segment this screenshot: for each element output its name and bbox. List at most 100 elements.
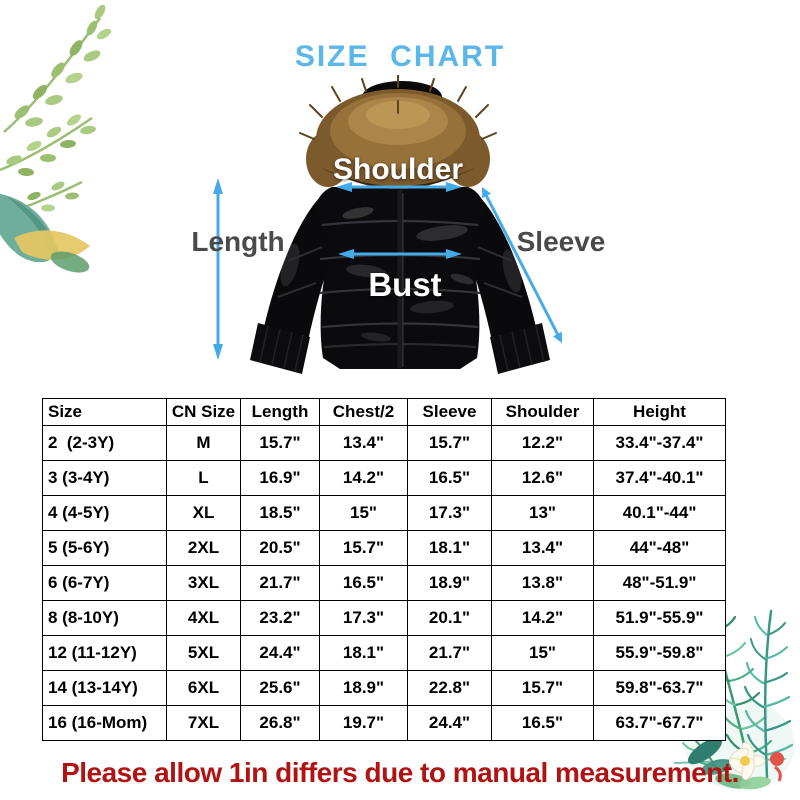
jacket-zipper (397, 190, 404, 368)
column-header: Height (593, 398, 726, 426)
table-cell: 25.6" (240, 670, 320, 706)
table-row: 14 (13-14Y) 6XL 25.6" 18.9" 22.8" 15.7" 59.8"-… (42, 670, 726, 706)
table-cell: 24.4" (240, 635, 320, 671)
jacket-shine (342, 207, 474, 342)
bust-arrow (338, 249, 462, 259)
measurement-disclaimer: Please allow 1in differs due to manual m… (61, 757, 739, 788)
table-cell: 18.5" (240, 495, 320, 531)
jacket-cuffs (250, 323, 550, 374)
table-cell: 37.4"-40.1" (593, 460, 726, 496)
table-cell: 21.7" (407, 635, 492, 671)
column-header: CN Size (166, 398, 241, 426)
watercolor-big-leaves (0, 193, 90, 273)
table-cell: 4 (4-5Y) (42, 495, 167, 531)
flamingo-accent (770, 752, 784, 782)
table-cell: XL (166, 495, 241, 531)
table-cell: 13" (491, 495, 594, 531)
bust-measure-label: Bust (368, 266, 442, 303)
table-cell: 2XL (166, 530, 241, 566)
jacket-arms (264, 195, 536, 341)
table-cell: 12.6" (491, 460, 594, 496)
size-table-body: 2 (2-3Y) M 15.7" 13.4" 15.7" 12.2" 33.4"-37.4"… (42, 425, 726, 741)
table-cell: 16.5" (491, 705, 594, 741)
table-cell: 15.7" (319, 530, 408, 566)
table-cell: 40.1"-44" (593, 495, 726, 531)
table-cell: 17.3" (319, 600, 408, 636)
table-cell: 21.7" (240, 565, 320, 601)
length-measure-label: Length (191, 226, 285, 257)
plumeria-flower (729, 741, 766, 781)
sleeve-arrow (482, 187, 562, 343)
size-table-header-row: Size CN Size Length Chest/2 Sleeve Shoulder He… (42, 398, 726, 426)
table-cell: 12.2" (491, 425, 594, 461)
page-title: SIZE CHART (294, 40, 506, 73)
table-cell: 20.5" (240, 530, 320, 566)
table-cell: 22.8" (407, 670, 492, 706)
table-cell: 14.2" (319, 460, 408, 496)
table-cell: 59.8"-63.7" (593, 670, 726, 706)
sleeve-measure-label: Sleeve (516, 226, 606, 257)
table-cell: 5XL (166, 635, 241, 671)
table-cell: 6XL (166, 670, 241, 706)
table-cell: 13.4" (491, 530, 594, 566)
table-row: 5 (5-6Y) 2XL 20.5" 15.7" 18.1" 13.4" 44"-48" (42, 530, 726, 566)
table-cell: 3 (3-4Y) (42, 460, 167, 496)
table-cell: 17.3" (407, 495, 492, 531)
table-cell: 3XL (166, 565, 241, 601)
table-cell: 24.4" (407, 705, 492, 741)
table-cell: 48"-51.9" (593, 565, 726, 601)
shoulder-measure-label: Shoulder (332, 153, 463, 186)
table-cell: 14.2" (491, 600, 594, 636)
table-row: 6 (6-7Y) 3XL 21.7" 16.5" 18.9" 13.8" 48"-51.9" (42, 565, 726, 601)
table-row: 16 (16-Mom) 7XL 26.8" 19.7" 24.4" 16.5" 63.7"-… (42, 705, 726, 741)
table-row: 8 (8-10Y) 4XL 23.2" 17.3" 20.1" 14.2" 51.9"-55… (42, 600, 726, 636)
table-cell: 15" (491, 635, 594, 671)
table-cell: 7XL (166, 705, 241, 741)
watercolor-foliage-top-left-decoration (0, 4, 112, 273)
length-arrow (213, 178, 223, 360)
column-header: Shoulder (491, 398, 594, 426)
table-cell: 23.2" (240, 600, 320, 636)
table-cell: 18.1" (319, 635, 408, 671)
table-cell: 14 (13-14Y) (42, 670, 167, 706)
table-cell: 4XL (166, 600, 241, 636)
table-cell: 44"-48" (593, 530, 726, 566)
table-cell: 5 (5-6Y) (42, 530, 167, 566)
table-cell: 20.1" (407, 600, 492, 636)
table-cell: 18.1" (407, 530, 492, 566)
table-cell: 12 (11-12Y) (42, 635, 167, 671)
shoulder-arrow (336, 182, 462, 192)
table-cell: 15.7" (240, 425, 320, 461)
table-cell: 16.5" (407, 460, 492, 496)
table-cell: 63.7"-67.7" (593, 705, 726, 741)
leaf-sprig-leaves (5, 4, 112, 224)
column-header: Chest/2 (319, 398, 408, 426)
table-cell: 13.4" (319, 425, 408, 461)
table-cell: 26.8" (240, 705, 320, 741)
table-cell: 51.9"-55.9" (593, 600, 726, 636)
table-cell: 8 (8-10Y) (42, 600, 167, 636)
table-row: 2 (2-3Y) M 15.7" 13.4" 15.7" 12.2" 33.4"-37.4" (42, 425, 726, 461)
table-cell: 33.4"-37.4" (593, 425, 726, 461)
table-cell: 18.9" (319, 670, 408, 706)
table-cell: 6 (6-7Y) (42, 565, 167, 601)
fur-hood (299, 75, 497, 189)
table-row: 12 (11-12Y) 5XL 24.4" 18.1" 21.7" 15" 55.9"-59… (42, 635, 726, 671)
table-cell: 16.9" (240, 460, 320, 496)
table-cell: 15" (319, 495, 408, 531)
puffer-jacket-diagram (213, 75, 562, 374)
table-cell: 16.5" (319, 565, 408, 601)
table-cell: 13.8" (491, 565, 594, 601)
table-row: 3 (3-4Y) L 16.9" 14.2" 16.5" 12.6" 37.4"-40.1" (42, 460, 726, 496)
size-table: Size CN Size Length Chest/2 Sleeve Shoulder He… (42, 398, 726, 741)
table-cell: 15.7" (407, 425, 492, 461)
table-row: 4 (4-5Y) XL 18.5" 15" 17.3" 13" 40.1"-44" (42, 495, 726, 531)
table-cell: 55.9"-59.8" (593, 635, 726, 671)
table-cell: M (166, 425, 241, 461)
column-header: Sleeve (407, 398, 492, 426)
table-cell: 15.7" (491, 670, 594, 706)
table-cell: 19.7" (319, 705, 408, 741)
column-header: Size (42, 398, 167, 426)
table-cell: 18.9" (407, 565, 492, 601)
